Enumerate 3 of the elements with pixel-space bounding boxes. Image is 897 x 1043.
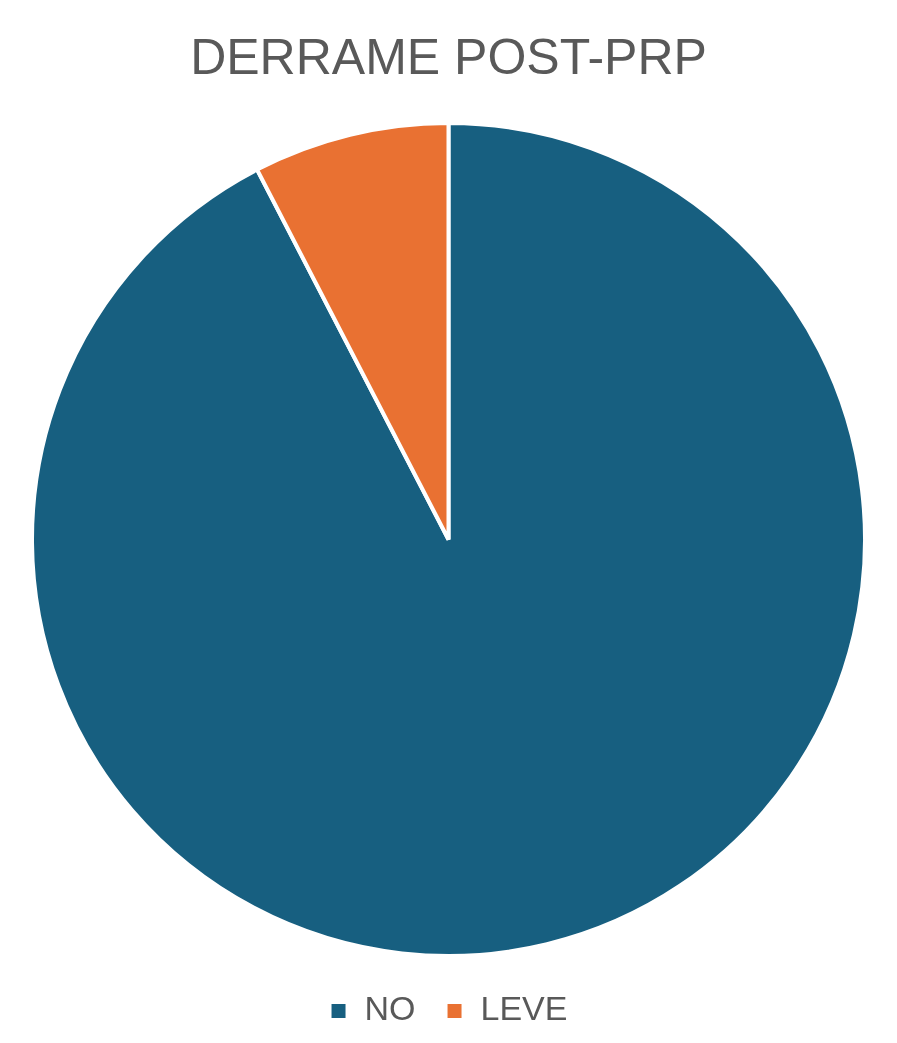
legend-label: NO: [364, 989, 416, 1028]
chart-title: DERRAME POST-PRP: [190, 28, 707, 85]
legend-label: LEVE: [480, 989, 568, 1028]
